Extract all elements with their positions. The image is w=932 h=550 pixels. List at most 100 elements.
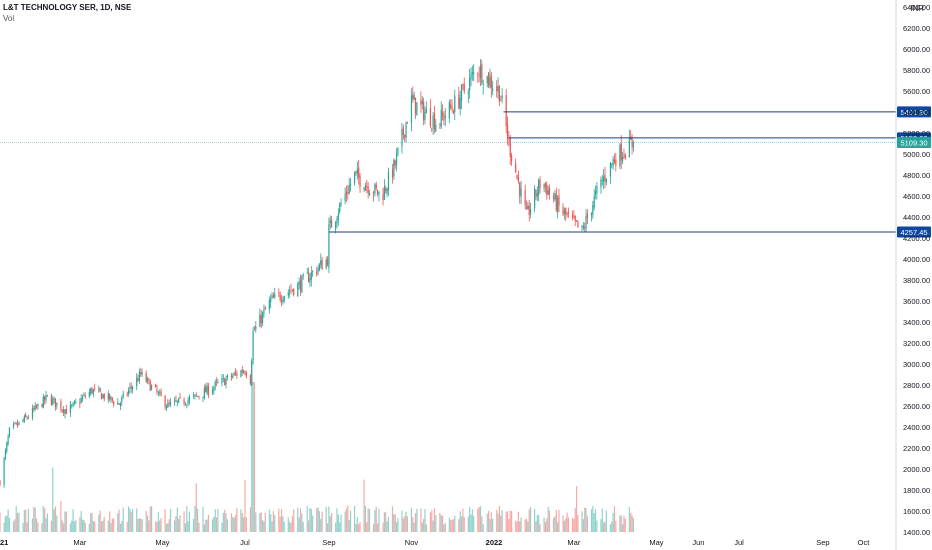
volume-bar	[214, 509, 216, 532]
candle	[14, 423, 16, 424]
volume-bar	[226, 519, 228, 532]
volume-bar	[584, 507, 586, 532]
volume-bar	[375, 506, 377, 532]
candle	[165, 406, 168, 409]
candle	[127, 390, 130, 394]
candle	[73, 401, 76, 403]
volume-bar	[72, 509, 74, 532]
candle	[331, 219, 333, 228]
candle	[439, 123, 441, 125]
candle	[383, 186, 385, 200]
candle	[65, 408, 67, 414]
candle	[195, 394, 197, 396]
candle	[563, 210, 565, 214]
candle	[511, 155, 513, 162]
volume-bar	[567, 517, 570, 532]
volume-bar	[183, 511, 185, 532]
volume-bar	[385, 512, 387, 532]
volume-bar	[615, 520, 617, 532]
candle	[435, 124, 437, 132]
volume-bar	[203, 524, 205, 532]
x-tick-label: Jul	[734, 538, 744, 547]
candle	[459, 98, 461, 110]
volume-bar	[37, 522, 39, 532]
volume-bar	[612, 513, 614, 532]
volume-bar	[358, 524, 360, 532]
volume-bar	[363, 479, 365, 532]
candle	[374, 183, 376, 194]
volume-bar	[500, 515, 502, 532]
volume-bar	[107, 520, 109, 532]
candle	[80, 398, 82, 403]
candle	[25, 414, 27, 418]
candle	[441, 112, 444, 115]
volume-bar	[141, 519, 143, 532]
candle	[251, 360, 253, 386]
candle	[452, 111, 455, 114]
volume-bar	[630, 512, 632, 532]
volume-bar	[505, 511, 507, 532]
candle	[594, 191, 597, 195]
candle	[113, 401, 115, 405]
candle	[601, 180, 603, 182]
volume-bar	[221, 522, 223, 532]
volume-bar	[159, 520, 161, 532]
candle	[224, 378, 226, 386]
candle	[110, 396, 112, 399]
candle	[416, 102, 418, 116]
candle	[603, 176, 605, 182]
volume-bar	[524, 519, 526, 532]
volume-bar	[98, 514, 100, 532]
volume-bar	[148, 520, 150, 532]
volume-bar	[167, 523, 169, 532]
volume-bar	[554, 516, 556, 532]
volume-bar	[27, 509, 30, 532]
candle	[118, 403, 120, 405]
candle	[421, 101, 423, 104]
candle	[490, 75, 492, 89]
candle	[233, 373, 235, 375]
candle	[536, 192, 538, 197]
candle	[198, 396, 200, 398]
candle	[375, 185, 377, 189]
y-tick-label: 4800.00	[903, 171, 930, 180]
volume-bar	[119, 523, 122, 532]
volume-bar	[467, 516, 469, 532]
y-tick-label: 2000.00	[903, 465, 930, 474]
y-tick-label: 5200.00	[903, 129, 930, 138]
candle	[46, 394, 48, 396]
volume-bar	[393, 514, 395, 532]
volume-bar	[506, 511, 509, 532]
candle	[176, 400, 178, 403]
volume-bar	[81, 519, 84, 532]
y-tick-label: 4000.00	[903, 255, 930, 264]
candle	[137, 378, 139, 382]
candle	[621, 156, 624, 161]
volume-bar	[283, 521, 285, 532]
candle	[393, 159, 395, 177]
candle	[60, 401, 62, 410]
candle	[420, 99, 422, 106]
volume-bar	[121, 521, 123, 532]
volume-label: Vol	[3, 14, 15, 23]
volume-bar	[316, 508, 318, 532]
candle	[8, 427, 11, 436]
candle	[283, 296, 285, 301]
candle	[581, 226, 583, 227]
candle	[157, 392, 159, 394]
volume-bar	[563, 520, 565, 532]
candle	[349, 183, 352, 186]
candle	[289, 291, 291, 293]
level-label: 4257.45	[900, 228, 927, 237]
volume-bar	[603, 522, 605, 532]
candle	[575, 220, 578, 222]
candle	[309, 278, 311, 283]
candle	[253, 329, 256, 331]
candle	[515, 163, 517, 173]
volume-bar	[632, 517, 635, 532]
candle	[534, 188, 536, 209]
volume-bar	[3, 522, 5, 532]
candle	[130, 386, 132, 389]
